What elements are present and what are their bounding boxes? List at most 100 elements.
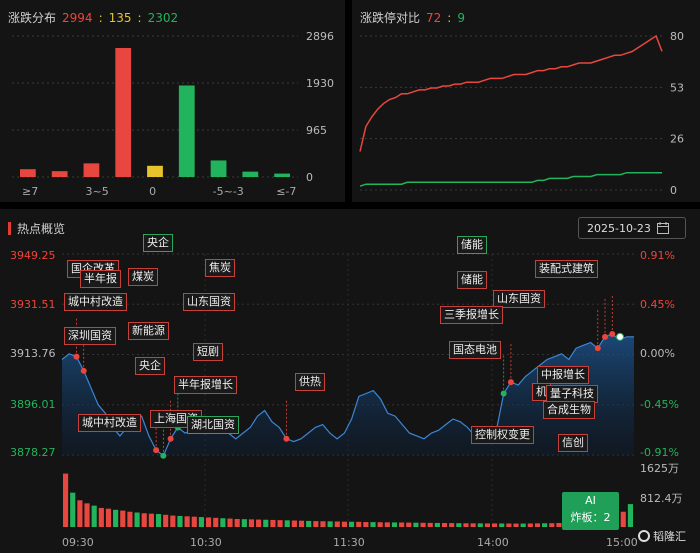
volume-bar: [327, 521, 333, 527]
tag-short-drama[interactable]: 短剧: [193, 343, 223, 361]
volume-bar: [198, 517, 204, 527]
dist-bar-chart: 2896 1930 965 0 ≥7 3~5 0 -5~-3 ≤-7: [12, 30, 334, 198]
volume-bar: [306, 520, 312, 527]
tag-shandong-state-2[interactable]: 山东国资: [493, 290, 545, 308]
tag-interim-growth[interactable]: 中报增长: [537, 366, 589, 384]
dist-bar: [274, 173, 290, 177]
dist-bar: [83, 163, 100, 177]
dist-bar: [20, 169, 36, 177]
ai-popup-sub: 炸板：2: [570, 511, 611, 524]
volume-bar: [105, 508, 112, 527]
volume-bar: [77, 500, 83, 527]
y-tick-label: 2896: [306, 30, 334, 43]
hot-header: 热点概览: [8, 220, 65, 237]
event-marker: [73, 353, 80, 360]
x-tick-label: -5~-3: [213, 185, 244, 198]
volume-bar: [441, 523, 448, 527]
volume-bar: [456, 523, 462, 527]
limit-series-line: [359, 171, 662, 187]
x-tick-label: 0: [149, 185, 156, 198]
y-tick-label: 0: [306, 171, 313, 184]
volume-bar: [377, 522, 383, 527]
tag-urban-village-2[interactable]: 城中村改造: [78, 414, 141, 432]
volume-bar: [127, 511, 133, 527]
volume-bar: [256, 519, 262, 527]
volume-bar: [170, 515, 176, 527]
volume-bar: [349, 521, 355, 527]
tag-q3-growth[interactable]: 三季报增长: [440, 306, 503, 324]
volume-bar: [620, 511, 626, 527]
date-picker[interactable]: 2025-10-23: [578, 217, 686, 239]
event-marker: [602, 333, 609, 340]
volume-bar: [527, 523, 533, 527]
tag-hubei-state[interactable]: 湖北国资: [187, 416, 239, 434]
volume-bar: [298, 520, 305, 527]
volume-bar: [449, 523, 455, 527]
volume-bar: [384, 522, 390, 527]
tag-half-year-growth[interactable]: 半年报增长: [174, 376, 237, 394]
volume-bar: [413, 522, 419, 527]
volume-bar: [206, 517, 212, 527]
hotspot-overview-panel: 热点概览 2025-10-23 3949.25 3931.51 3913.76 …: [0, 209, 700, 553]
volume-bar: [234, 518, 240, 527]
volume-bar: [120, 510, 126, 527]
x-label-0930: 09:30: [62, 536, 94, 549]
tag-urban-village-1[interactable]: 城中村改造: [64, 293, 127, 311]
hot-title: 热点概览: [17, 222, 66, 236]
volume-bar: [463, 523, 469, 527]
tag-control-change[interactable]: 控制权变更: [471, 426, 534, 444]
y-left-4: 3896.01: [10, 398, 56, 411]
tag-synthetic-bio[interactable]: 合成生物: [543, 401, 595, 419]
volume-bar: [98, 507, 104, 527]
y-tick-label: 1930: [306, 77, 334, 90]
volume-bar: [356, 521, 362, 527]
ai-popup[interactable]: AI 炸板：2: [562, 492, 619, 530]
volume-bar: [263, 519, 269, 527]
tag-central-soe-2[interactable]: 央企: [135, 357, 165, 375]
tag-energy-storage-1[interactable]: 储能: [457, 236, 487, 254]
volume-bar: [391, 522, 398, 527]
dist-down-count: 2302: [147, 10, 179, 25]
volume-bar: [484, 523, 490, 527]
x-tick-label: ≤-7: [276, 185, 296, 198]
limit-title: 涨跌停对比: [360, 11, 421, 25]
tag-quantum-tech[interactable]: 量子科技: [546, 385, 598, 403]
tag-heating[interactable]: 供热: [295, 373, 325, 391]
tag-shenzhen-state[interactable]: 深圳国资: [64, 327, 116, 345]
volume-bar: [542, 523, 548, 527]
tag-solid-battery[interactable]: 国态电池: [449, 341, 501, 359]
tag-xinchuang[interactable]: 信创: [558, 434, 588, 452]
tag-coal[interactable]: 煤炭: [128, 268, 158, 286]
rise-fall-distribution-panel: 涨跌分布 2994 : 135 : 2302 2896 1930 965 0 ≥7 3~5…: [0, 0, 345, 202]
title-accent-bar: [8, 222, 11, 235]
vol-max-label: 1625万: [640, 462, 679, 475]
dist-up-count: 2994: [62, 10, 93, 25]
y-right-5: -0.91%: [640, 446, 679, 459]
volume-bar: [184, 516, 190, 527]
event-marker: [609, 330, 616, 337]
tag-half-year-report[interactable]: 半年报: [80, 270, 121, 288]
volume-bar: [434, 522, 440, 527]
volume-bar: [520, 523, 526, 527]
event-marker: [160, 452, 167, 459]
tag-prefab-building[interactable]: 装配式建筑: [535, 260, 598, 278]
volume-bar: [477, 523, 483, 527]
tag-energy-storage-2[interactable]: 储能: [457, 271, 487, 289]
volume-bar: [534, 523, 541, 527]
volume-bar: [248, 519, 255, 527]
event-marker: [153, 447, 160, 454]
event-marker: [80, 367, 87, 374]
tag-new-energy[interactable]: 新能源: [128, 322, 169, 340]
limit-compare-panel: 涨跌停对比 72 : 9 80 53 26 0: [352, 0, 700, 202]
volume-bar: [213, 517, 219, 527]
y-tick-label: 53: [670, 81, 684, 94]
volume-bar: [284, 520, 290, 527]
volume-bar: [163, 514, 169, 527]
tag-shandong-state-1[interactable]: 山东国资: [183, 293, 235, 311]
ai-popup-title: AI: [585, 494, 596, 507]
volume-bar: [420, 522, 426, 527]
volume-bar: [313, 521, 319, 527]
tag-central-soe-1[interactable]: 央企: [143, 234, 173, 252]
tag-coke[interactable]: 焦炭: [205, 259, 235, 277]
volume-bar: [399, 522, 405, 527]
